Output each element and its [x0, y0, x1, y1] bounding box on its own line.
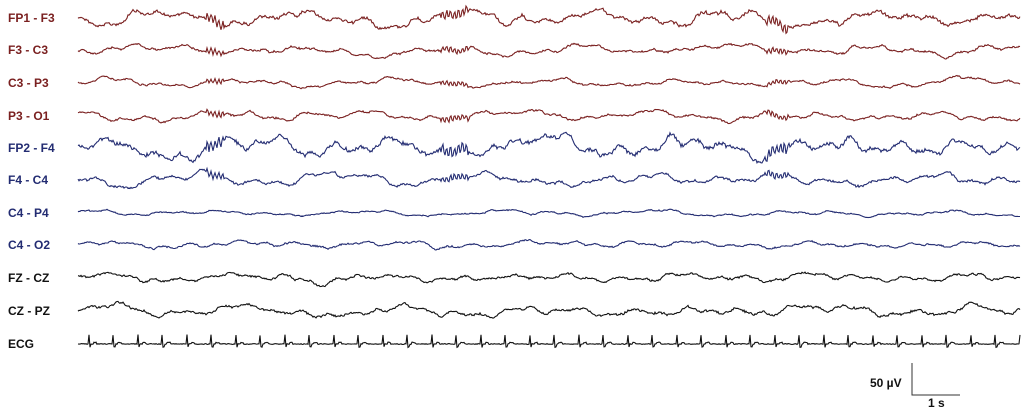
channel-label-0: FP1 - F3 — [8, 11, 55, 25]
trace-f3-c3 — [77, 42, 1021, 60]
trace-c3-p3 — [77, 74, 1021, 90]
scale-bar — [911, 363, 960, 396]
trace-ecg — [77, 334, 1021, 349]
channel-label-1: F3 - C3 — [8, 43, 49, 57]
channel-label-10: ECG — [8, 337, 35, 351]
channel-label-8: FZ - CZ — [8, 271, 50, 285]
channel-label-7: C4 - O2 — [8, 238, 51, 252]
channel-label-3: P3 - O1 — [8, 109, 50, 123]
trace-c4-o2 — [77, 239, 1021, 251]
channel-label-2: C3 - P3 — [8, 76, 49, 90]
trace-cz-pz — [77, 300, 1021, 319]
trace-f4-c4 — [77, 166, 1021, 190]
trace-p3-o1 — [77, 108, 1021, 125]
trace-c4-p4 — [77, 208, 1020, 219]
channel-label-6: C4 - P4 — [8, 206, 49, 220]
channel-label-5: F4 - C4 — [8, 173, 49, 187]
trace-fz-cz — [77, 271, 1021, 288]
channel-label-9: CZ - PZ — [8, 304, 50, 318]
amplitude-scale-label: 50 µV — [870, 376, 902, 390]
trace-fp2-f4 — [77, 131, 1021, 165]
channel-label-4: FP2 - F4 — [8, 141, 55, 155]
time-scale-label: 1 s — [928, 396, 945, 410]
trace-fp1-f3 — [77, 4, 1021, 35]
